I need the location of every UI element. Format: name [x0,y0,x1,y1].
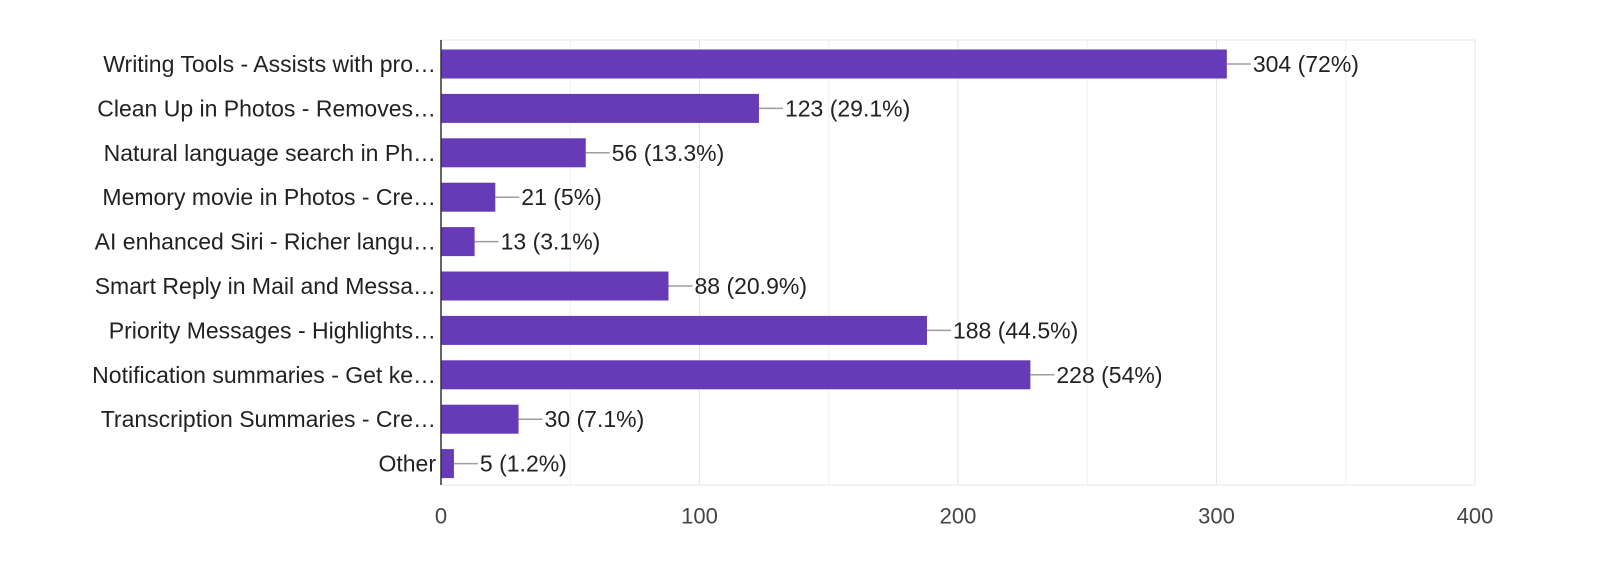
data-label: 21 (5%) [521,184,602,210]
category-label: Notification summaries - Get ke… [92,362,436,388]
category-label: Clean Up in Photos - Removes… [97,95,436,121]
x-tick-label: 400 [1457,504,1494,529]
bar [441,360,1031,390]
labels: 304 (72%) Writing Tools - Assists with pr… [92,51,1493,529]
data-label: 88 (20.9%) [694,273,807,299]
bars [441,49,1251,479]
bar [441,404,519,434]
x-tick-label: 0 [435,504,447,529]
data-label: 228 (54%) [1056,362,1162,388]
data-label: 56 (13.3%) [612,140,725,166]
bar [441,49,1227,79]
category-label: Priority Messages - Highlights… [109,317,436,343]
data-label: 13 (3.1%) [501,229,601,255]
data-label: 5 (1.2%) [480,451,567,477]
data-label: 30 (7.1%) [545,406,645,432]
data-label: 188 (44.5%) [953,317,1078,343]
bar [441,182,496,212]
category-label: Smart Reply in Mail and Messa… [95,273,436,299]
bar [441,271,669,301]
bar [441,315,927,345]
bar [441,227,475,257]
category-label: Writing Tools - Assists with pro… [103,51,436,77]
bar [441,93,759,123]
x-tick-label: 100 [681,504,718,529]
data-label: 123 (29.1%) [785,95,910,121]
category-label: Memory movie in Photos - Cre… [102,184,436,210]
category-label: Natural language search in Ph… [104,140,436,166]
category-label: Other [378,451,436,477]
x-tick-label: 200 [940,504,977,529]
bar [441,449,454,479]
category-label: AI enhanced Siri - Richer langu… [95,229,436,255]
x-tick-label: 300 [1198,504,1235,529]
data-label: 304 (72%) [1253,51,1359,77]
category-label: Transcription Summaries - Cre… [101,406,436,432]
bar [441,138,586,168]
